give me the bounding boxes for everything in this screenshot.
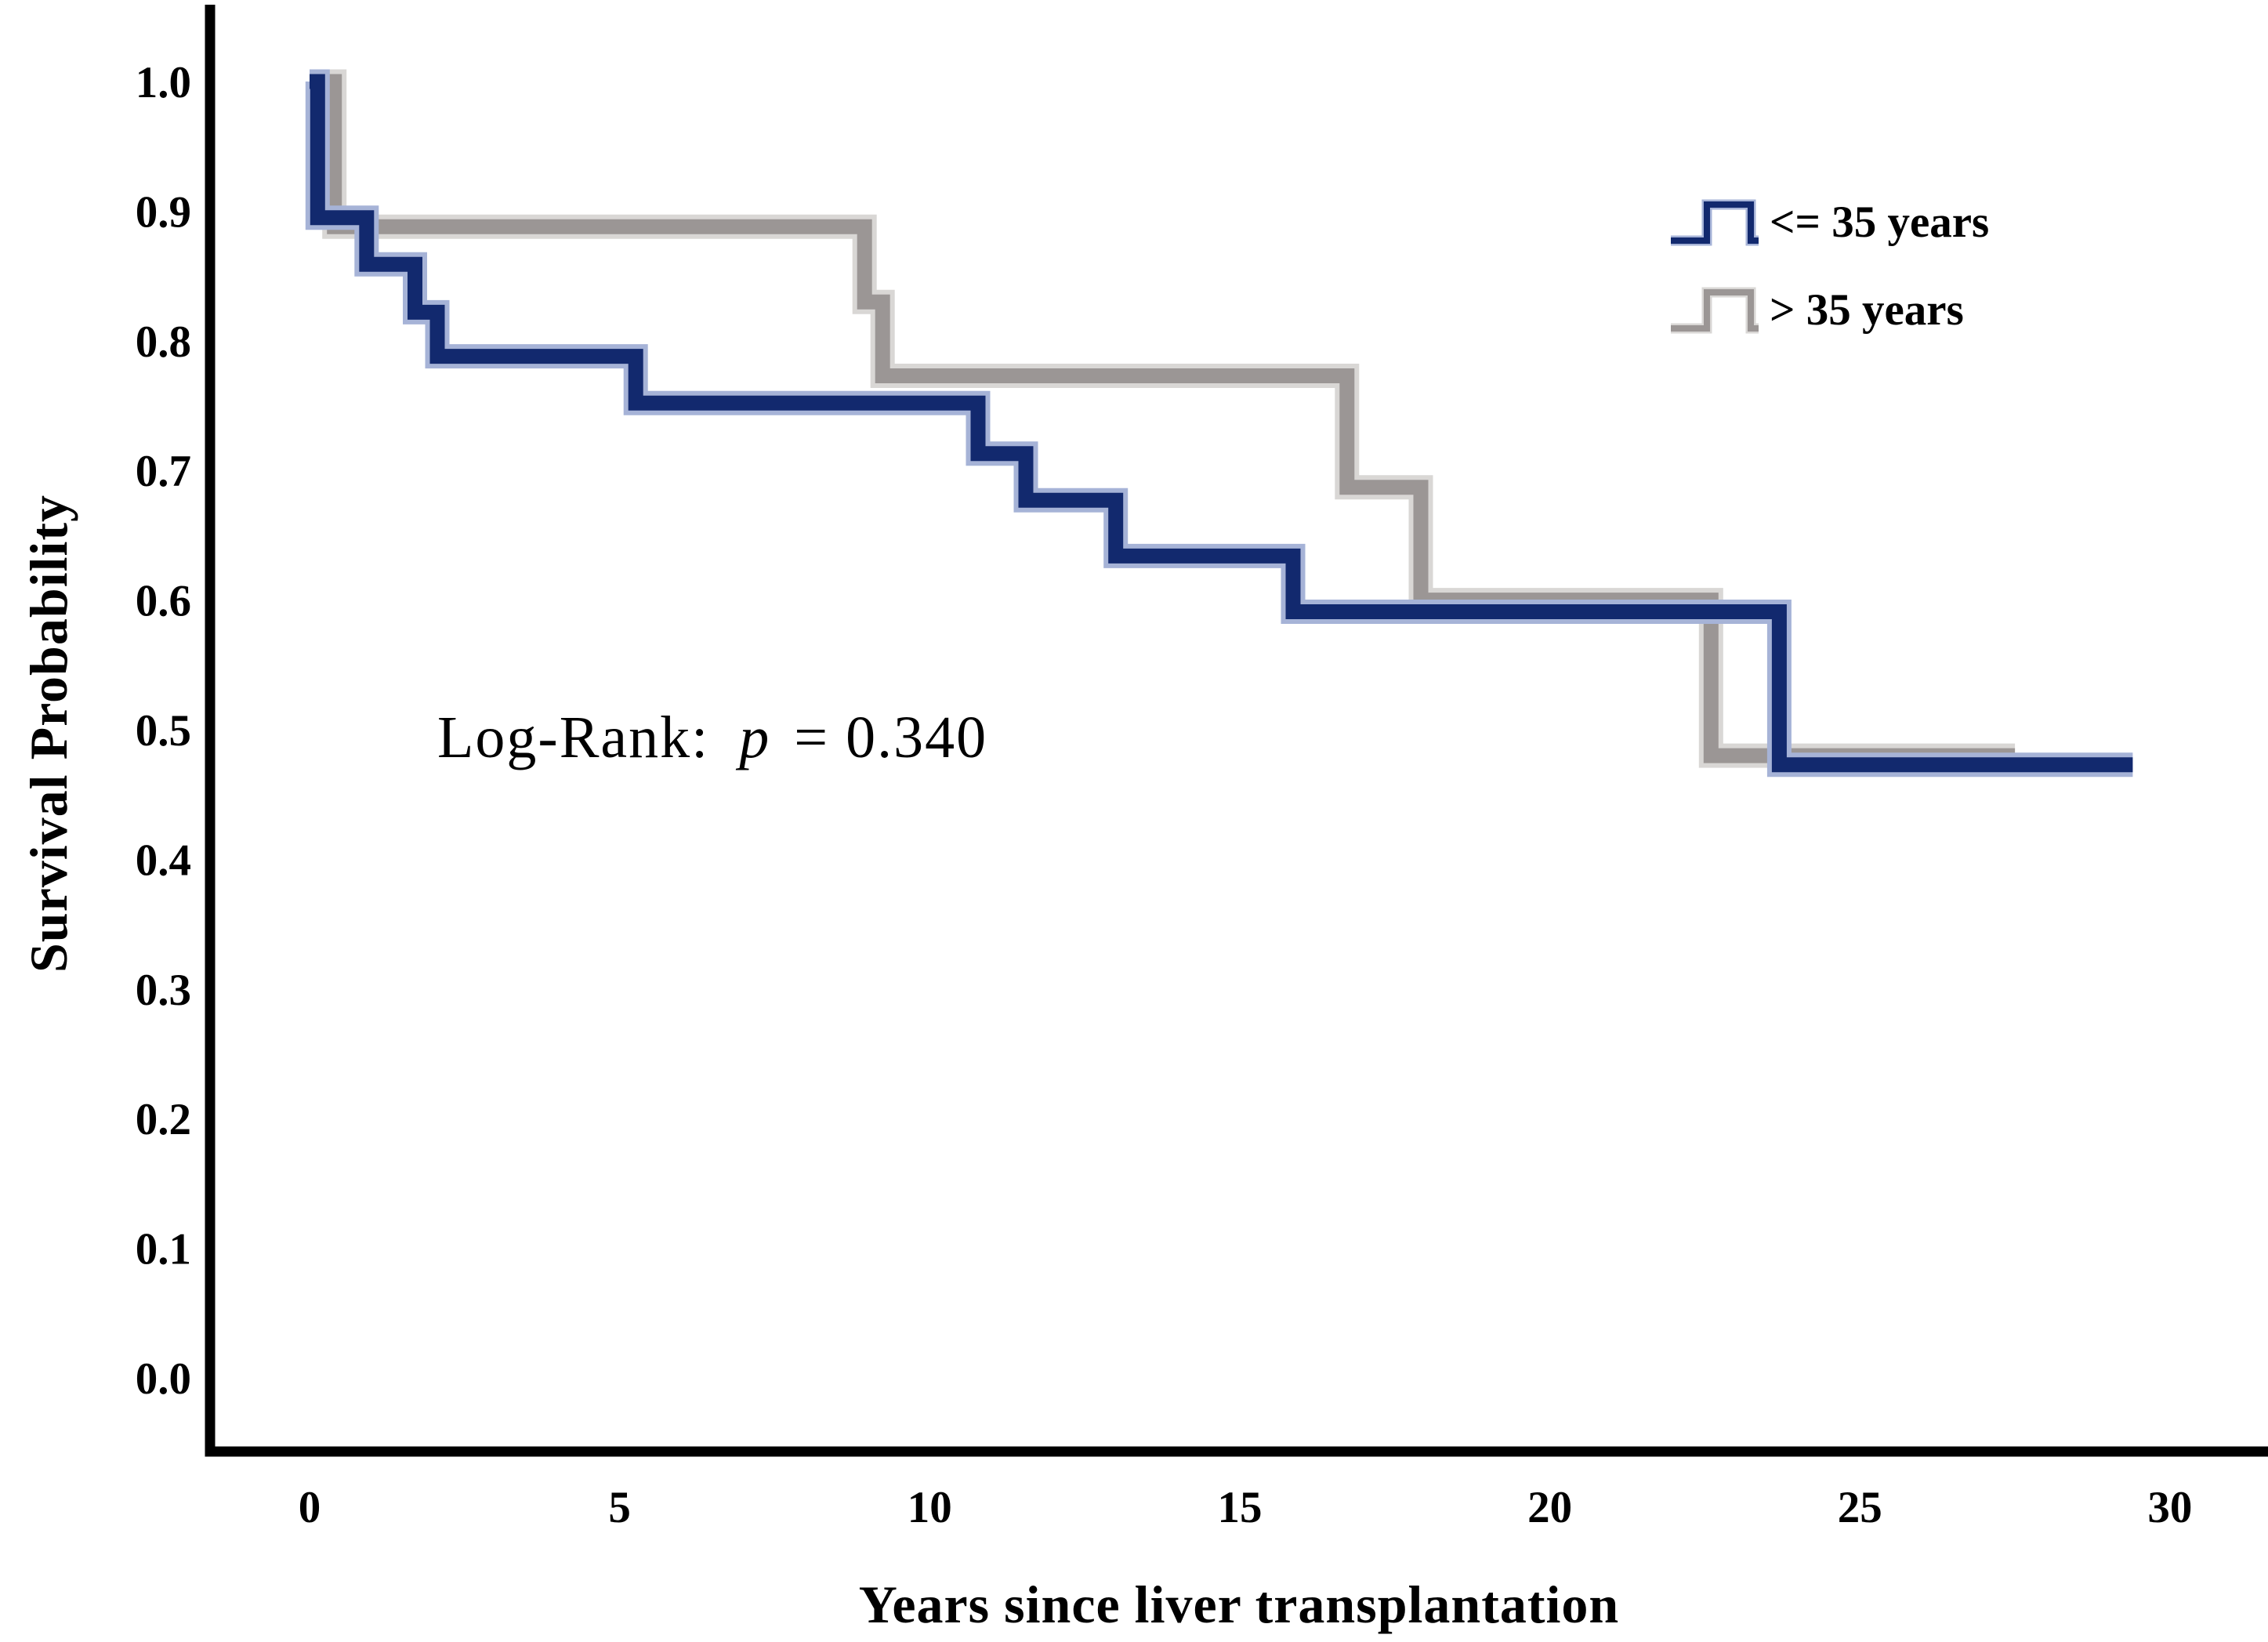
- y-tick-label: 0.0: [136, 1354, 191, 1404]
- legend-item-gt35: > 35 years: [1668, 266, 1989, 354]
- x-tick-label: 5: [608, 1483, 631, 1532]
- y-tick-label: 0.6: [136, 577, 191, 626]
- x-tick-label: 20: [1527, 1483, 1572, 1532]
- y-axis-title: Survival Probability: [19, 494, 78, 973]
- x-tick-label: 10: [908, 1483, 952, 1532]
- step-line-gray-icon: [1671, 287, 1759, 334]
- x-tick-label: 25: [1838, 1483, 1882, 1532]
- log-rank-label: Log-Rank:: [437, 705, 710, 770]
- legend-label-gt35: > 35 years: [1770, 285, 1964, 335]
- y-tick-label: 0.4: [136, 835, 191, 885]
- x-tick-label: 15: [1217, 1483, 1262, 1532]
- legend-item-le35: <= 35 years: [1668, 179, 1989, 266]
- curve-le35: [310, 74, 2133, 773]
- tick-labels: 1.0 0.9 0.8 0.7 0.6 0.5 0.4 0.3 0.2 0.1 0.0 0 5 10 15 2…: [136, 58, 2193, 1532]
- legend-label-le35: <= 35 years: [1770, 198, 1990, 247]
- y-tick-label: 0.5: [136, 706, 191, 756]
- y-tick-label: 0.2: [136, 1095, 191, 1144]
- y-tick-label: 0.1: [136, 1225, 191, 1274]
- step-line-blue-icon: [1671, 199, 1759, 246]
- axes: [205, 5, 2268, 1457]
- x-tick-label: 0: [299, 1483, 321, 1532]
- y-tick-label: 1.0: [136, 58, 191, 107]
- x-axis-title: Years since liver transplantation: [858, 1575, 1620, 1634]
- p-symbol: p: [739, 705, 771, 770]
- log-rank-annotation: Log-Rank: p = 0.340: [437, 704, 987, 772]
- y-tick-label: 0.7: [136, 447, 191, 496]
- y-tick-label: 0.3: [136, 966, 191, 1015]
- survival-curves: [305, 69, 2133, 778]
- y-tick-label: 0.9: [136, 187, 191, 237]
- y-tick-label: 0.8: [136, 317, 191, 367]
- x-tick-label: 30: [2147, 1483, 2192, 1532]
- p-value: = 0.340: [794, 705, 988, 770]
- legend: <= 35 years > 35 years: [1668, 179, 1989, 354]
